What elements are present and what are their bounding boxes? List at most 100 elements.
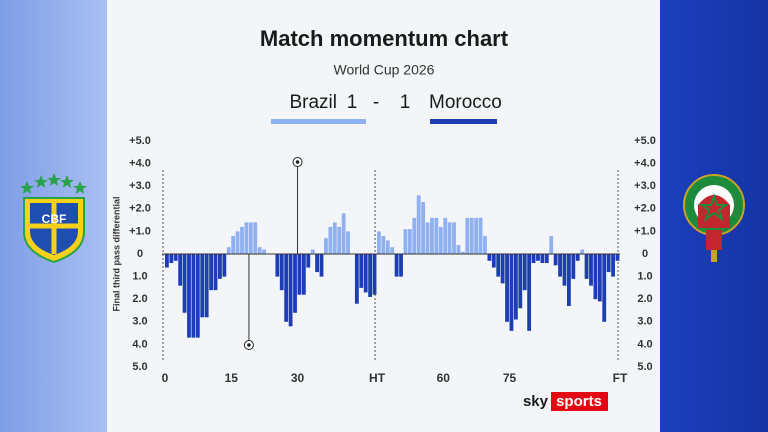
logo-box bbox=[551, 392, 608, 411]
y-tick-label: +2.0 bbox=[129, 203, 151, 215]
away-bar bbox=[394, 254, 399, 277]
y-tick-label: +4.0 bbox=[129, 158, 151, 170]
y-tick-label: 4.0 bbox=[132, 338, 147, 350]
away-score: 1 bbox=[400, 92, 411, 113]
home-bar bbox=[390, 247, 395, 254]
home-bar bbox=[452, 222, 456, 254]
y-tick-label-right: +2.0 bbox=[634, 203, 656, 215]
home-bar bbox=[262, 249, 267, 254]
y-tick-label: 1.0 bbox=[132, 271, 147, 283]
away-bar bbox=[593, 254, 598, 300]
away-bar bbox=[487, 254, 492, 261]
home-bar bbox=[580, 249, 585, 254]
away-bar bbox=[602, 254, 607, 322]
x-tick-label: 15 bbox=[225, 371, 239, 385]
y-tick-label: +5.0 bbox=[129, 135, 151, 147]
goal-ball-patch bbox=[295, 160, 300, 164]
away-bar bbox=[372, 254, 377, 295]
home-bar bbox=[421, 202, 426, 254]
home-legend-swatch bbox=[271, 119, 366, 124]
x-tick-label: HT bbox=[369, 371, 386, 385]
home-bar bbox=[226, 247, 231, 254]
y-tick-label: 3.0 bbox=[132, 316, 147, 328]
y-axis-label: Final third pass differential bbox=[111, 196, 121, 311]
away-bar bbox=[301, 254, 306, 295]
logo-sky: sky bbox=[523, 393, 549, 410]
away-bar bbox=[297, 254, 302, 295]
away-bar bbox=[500, 254, 505, 284]
x-tick-label: 0 bbox=[162, 371, 169, 385]
x-tick-label: 30 bbox=[291, 371, 305, 385]
away-bar bbox=[575, 254, 580, 261]
chart-subtitle: World Cup 2026 bbox=[334, 62, 435, 78]
away-bar bbox=[399, 254, 403, 277]
away-bar bbox=[173, 254, 178, 261]
away-bar bbox=[531, 254, 536, 264]
home-bar bbox=[240, 226, 244, 254]
away-bar bbox=[518, 254, 523, 309]
home-score: 1 bbox=[347, 92, 358, 113]
away-bar bbox=[288, 254, 293, 327]
home-bar bbox=[248, 222, 253, 254]
goal-ball-patch bbox=[247, 343, 251, 347]
away-legend-swatch bbox=[430, 119, 497, 124]
x-tick-label: 75 bbox=[503, 371, 517, 385]
y-tick-label-right: 2.0 bbox=[637, 293, 652, 305]
away-bar bbox=[522, 254, 527, 291]
chart-title: Match momentum chart bbox=[260, 26, 509, 51]
home-bar bbox=[381, 235, 386, 254]
logo-sports: sports bbox=[556, 393, 602, 410]
away-bar bbox=[566, 254, 571, 306]
home-bar bbox=[244, 222, 249, 254]
away-bar bbox=[496, 254, 501, 277]
away-bar bbox=[200, 254, 205, 318]
home-bar bbox=[332, 222, 337, 254]
y-tick-label-right: 0 bbox=[642, 248, 648, 260]
away-bar bbox=[222, 254, 227, 277]
away-bar bbox=[513, 254, 518, 320]
away-bar bbox=[544, 254, 549, 264]
away-crest bbox=[683, 174, 745, 262]
x-tick-label: 60 bbox=[437, 371, 451, 385]
home-bar bbox=[341, 213, 346, 254]
away-name: Morocco bbox=[429, 92, 502, 113]
home-crest-text: CBF bbox=[42, 212, 67, 226]
y-tick-label-right: +4.0 bbox=[634, 158, 656, 170]
away-bar bbox=[191, 254, 196, 338]
home-bar bbox=[235, 231, 240, 254]
home-bar bbox=[346, 231, 350, 254]
home-bar bbox=[447, 222, 452, 254]
home-bar bbox=[425, 222, 430, 254]
away-bar bbox=[606, 254, 611, 273]
away-bar bbox=[284, 254, 289, 322]
home-bar bbox=[412, 217, 417, 254]
home-bar bbox=[478, 217, 483, 254]
home-bar bbox=[407, 229, 412, 254]
away-bar bbox=[213, 254, 218, 291]
home-bar bbox=[456, 244, 461, 254]
home-bar bbox=[469, 217, 474, 254]
away-bar bbox=[187, 254, 191, 338]
home-bar bbox=[434, 217, 439, 254]
away-bar bbox=[589, 254, 593, 286]
away-bar bbox=[165, 254, 169, 268]
sky-sports-logo: sky sports bbox=[523, 392, 608, 411]
home-bar bbox=[385, 240, 390, 254]
away-bar bbox=[509, 254, 514, 331]
away-bar bbox=[209, 254, 213, 291]
score-separator: - bbox=[373, 92, 379, 113]
away-bar bbox=[584, 254, 589, 279]
home-bar bbox=[310, 249, 315, 254]
away-bar bbox=[306, 254, 311, 268]
home-bar bbox=[403, 229, 408, 254]
y-tick-label-right: +3.0 bbox=[634, 180, 656, 192]
home-bar bbox=[328, 226, 333, 254]
away-bar bbox=[491, 254, 496, 268]
home-bar bbox=[253, 222, 258, 254]
home-bar bbox=[377, 231, 381, 254]
away-bar bbox=[540, 254, 545, 264]
y-tick-label: 0 bbox=[137, 248, 143, 260]
away-bar bbox=[536, 254, 540, 261]
